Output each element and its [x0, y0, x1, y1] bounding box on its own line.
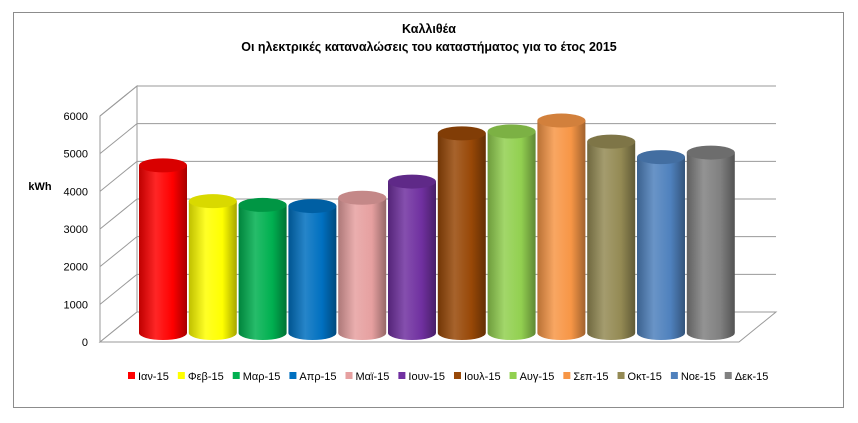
gridline	[99, 85, 776, 117]
y-tick-label: 5000	[64, 149, 88, 161]
legend-swatch	[128, 372, 135, 379]
legend-swatch	[724, 372, 732, 379]
bar-Οκτ-15	[587, 141, 636, 340]
legend-swatch	[345, 372, 353, 379]
bar-Νοε-15	[637, 157, 685, 340]
legend-label: Απρ-15	[299, 371, 336, 383]
bars	[139, 113, 735, 340]
legend: Ιαν-15 Φεβ-15 Μαρ-15 Απρ-15 Μαϊ-15 Ιουν-15 Ιου…	[128, 371, 768, 383]
legend-label: Μαϊ-15	[356, 371, 390, 383]
y-tick-label: 6000	[64, 111, 88, 123]
bar-top-Απρ-15	[288, 199, 337, 214]
bar-Αυγ-15	[487, 131, 536, 340]
legend-swatch	[289, 372, 297, 379]
bar-top-Μαρ-15	[238, 197, 287, 212]
legend-label: Φεβ-15	[188, 371, 224, 383]
legend-swatch	[509, 372, 517, 379]
bar-top-Ιουν-15	[388, 174, 436, 189]
y-tick-label: 4000	[64, 186, 88, 198]
y-axis-label: kWh	[28, 181, 52, 193]
legend-label: Σεπ-15	[573, 371, 608, 383]
legend-label: Ιαν-15	[138, 371, 169, 383]
legend-label: Ιουν-15	[408, 371, 445, 383]
bar-Φεβ-15	[188, 201, 237, 340]
y-tick-label: 3000	[64, 224, 88, 236]
bar-top-Μαϊ-15	[338, 190, 387, 205]
legend-swatch	[232, 372, 240, 379]
y-tick-label: 0	[82, 337, 88, 349]
legend-swatch	[670, 372, 678, 379]
bar-Μαρ-15	[238, 204, 287, 340]
chart-title: Καλλιθέα	[402, 22, 456, 36]
y-tick-labels: 0 1000 2000 3000 4000 5000 6000	[64, 111, 88, 349]
legend-swatch	[177, 372, 185, 379]
bar-top-Ιαν-15	[139, 158, 187, 173]
legend-swatch	[563, 372, 571, 379]
bar-Απρ-15	[288, 206, 337, 340]
legend-label: Νοε-15	[681, 371, 716, 383]
bar-Ιουν-15	[388, 181, 436, 340]
bar-Σεπ-15	[537, 120, 586, 340]
legend-label: Ιουλ-15	[464, 371, 501, 383]
legend-swatch	[617, 372, 625, 379]
bar-Μαϊ-15	[338, 197, 387, 340]
legend-label: Μαρ-15	[243, 371, 281, 383]
bar-top-Φεβ-15	[188, 194, 237, 209]
bar-Ιαν-15	[139, 165, 187, 340]
legend-label: Οκτ-15	[628, 371, 662, 383]
legend-swatch	[453, 372, 461, 379]
bar-Δεκ-15	[686, 152, 735, 340]
y-tick-label: 1000	[64, 299, 88, 311]
legend-label: Αυγ-15	[520, 371, 555, 383]
bar-top-Ιουλ-15	[437, 126, 486, 141]
bar-top-Νοε-15	[637, 150, 685, 165]
bar-top-Οκτ-15	[587, 134, 636, 149]
bar-top-Σεπ-15	[537, 113, 586, 128]
bar-top-Δεκ-15	[686, 145, 735, 160]
legend-swatch	[398, 372, 406, 379]
y-tick-label: 2000	[64, 262, 88, 274]
bar-Ιουλ-15	[437, 133, 486, 340]
legend-label: Δεκ-15	[735, 371, 769, 383]
chart-subtitle: Οι ηλεκτρικές καταναλώσεις του καταστήμα…	[241, 40, 617, 54]
bar-top-Αυγ-15	[487, 124, 536, 139]
